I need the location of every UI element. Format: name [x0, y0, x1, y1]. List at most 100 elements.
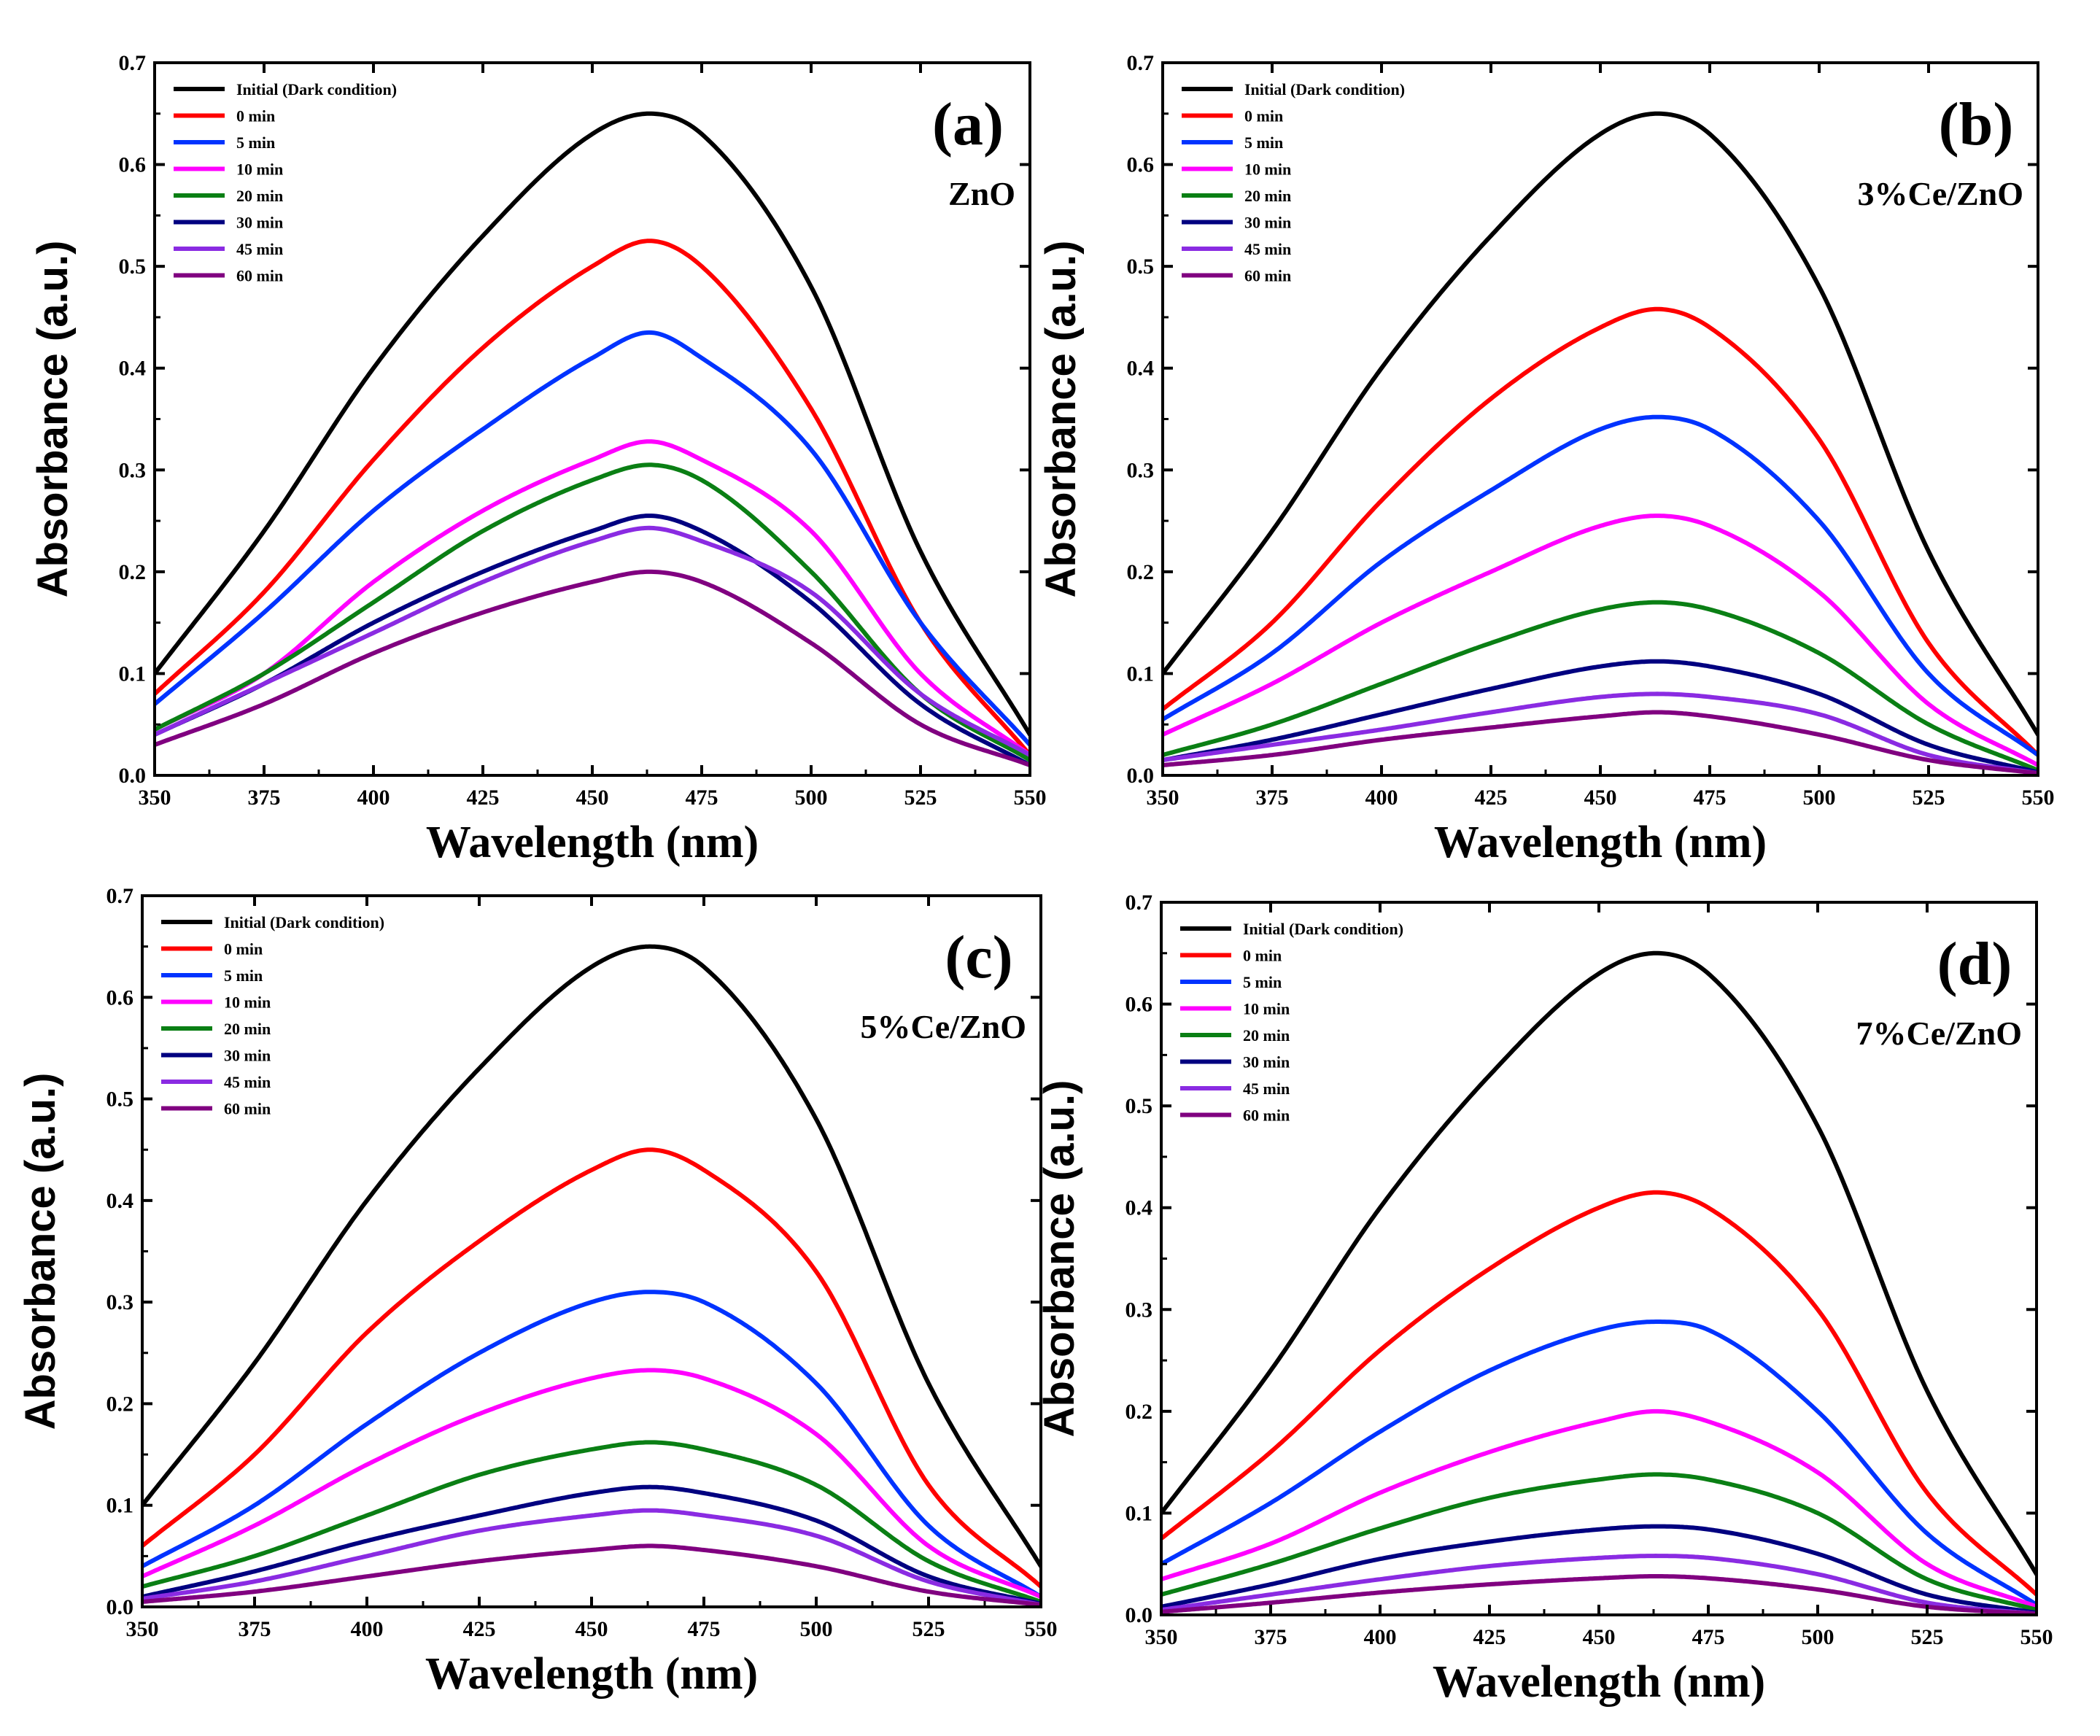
- x-tick-label: 500: [1803, 786, 1836, 810]
- x-tick-label: 450: [1583, 1625, 1616, 1649]
- legend-entry: 30 min: [236, 214, 283, 232]
- x-tick-label: 500: [800, 1617, 833, 1641]
- sample-label: 3%Ce/ZnO: [1858, 175, 2023, 212]
- series-line-0-min: [1161, 1190, 2037, 1597]
- series-line-30-min: [1161, 1524, 2037, 1615]
- x-tick-label: 375: [239, 1617, 271, 1641]
- series-line-20-min: [155, 462, 1030, 763]
- x-tick-label: 400: [351, 1617, 384, 1641]
- x-tick-label: 425: [463, 1617, 496, 1641]
- series-line-0-min: [142, 1147, 1041, 1589]
- y-tick-label: 0.6: [106, 985, 134, 1010]
- legend-entry: 0 min: [1243, 947, 1282, 965]
- legend-entry: 30 min: [1243, 1053, 1290, 1072]
- y-tick-label: 0.1: [106, 1494, 134, 1518]
- legend-entry: 60 min: [224, 1100, 271, 1118]
- y-tick-label: 0.7: [1127, 51, 1155, 75]
- series-line-30-min: [1163, 659, 2038, 775]
- x-tick-label: 475: [686, 786, 718, 810]
- series-line-60-min: [142, 1543, 1041, 1607]
- y-tick-label: 0.2: [106, 1392, 134, 1416]
- y-tick-label: 0.4: [119, 357, 147, 381]
- y-axis-title: Absorbance (a.u.): [1037, 241, 1085, 598]
- legend-entry: 10 min: [236, 160, 283, 179]
- y-tick-label: 0.7: [119, 51, 147, 75]
- legend-entry: 45 min: [1243, 1080, 1290, 1098]
- x-axis-title: Wavelength (nm): [1434, 818, 1767, 867]
- y-tick-label: 0.1: [119, 662, 147, 686]
- x-tick-label: 525: [913, 1617, 945, 1641]
- series-line-5-min: [1161, 1320, 2037, 1607]
- series-line-45-min: [142, 1508, 1041, 1607]
- y-axis-title: Absorbance (a.u.): [29, 241, 77, 598]
- x-tick-label: 525: [1911, 1625, 1944, 1649]
- y-axis-title: Absorbance (a.u.): [1036, 1080, 1083, 1438]
- sample-label: 5%Ce/ZnO: [861, 1008, 1026, 1045]
- series-line-5-min: [142, 1290, 1041, 1600]
- series-line-initial-dark-condition: [142, 944, 1041, 1569]
- x-tick-label: 525: [1913, 786, 1945, 810]
- x-tick-label: 525: [904, 786, 937, 810]
- x-tick-label: 350: [139, 786, 171, 810]
- panel-letter: (a): [932, 90, 1004, 158]
- x-tick-label: 450: [576, 1617, 608, 1641]
- x-axis-title: Wavelength (nm): [425, 1649, 758, 1699]
- series-line-initial-dark-condition: [1161, 950, 2037, 1577]
- x-tick-label: 475: [1694, 786, 1727, 810]
- x-tick-label: 400: [357, 786, 390, 810]
- x-tick-label: 550: [1014, 786, 1047, 810]
- y-tick-label: 0.6: [1127, 153, 1155, 177]
- x-tick-label: 375: [1255, 1625, 1287, 1649]
- series-line-45-min: [155, 525, 1030, 758]
- x-tick-label: 400: [1364, 1625, 1397, 1649]
- series-group: [142, 944, 1041, 1607]
- series-line-20-min: [142, 1440, 1041, 1604]
- series-line-30-min: [155, 514, 1030, 767]
- legend-entry: 45 min: [236, 240, 283, 258]
- legend-entry: 20 min: [1244, 187, 1291, 205]
- legend: Initial (Dark condition) 0 min 5 min 10 min…: [161, 913, 384, 1118]
- x-tick-label: 350: [1145, 1625, 1178, 1649]
- legend-entry: 5 min: [236, 133, 275, 152]
- panel-letter: (d): [1937, 930, 2012, 998]
- legend-entry: 60 min: [1244, 267, 1291, 285]
- legend-entry: Initial (Dark condition): [1244, 80, 1405, 98]
- plot-frame: [1160, 901, 2038, 1616]
- y-axis-title: Absorbance (a.u.): [17, 1073, 64, 1430]
- series-line-60-min: [1161, 1574, 2037, 1615]
- series-line-5-min: [155, 330, 1030, 748]
- sample-label: ZnO: [948, 175, 1015, 212]
- series-line-initial-dark-condition: [1163, 111, 2038, 737]
- legend-entry: 45 min: [1244, 240, 1291, 258]
- y-tick-label: 0.2: [1127, 560, 1155, 584]
- y-tick-label: 0.5: [106, 1088, 134, 1112]
- x-tick-label: 500: [1802, 1625, 1834, 1649]
- legend-entry: 20 min: [1243, 1026, 1290, 1045]
- legend: Initial (Dark condition) 0 min 5 min 10 min…: [174, 80, 397, 285]
- x-tick-label: 475: [1692, 1625, 1725, 1649]
- y-tick-label: 0.2: [1125, 1400, 1153, 1424]
- y-tick-label: 0.4: [106, 1189, 134, 1213]
- legend-entry: Initial (Dark condition): [1243, 920, 1403, 938]
- series-group: [1163, 111, 2038, 775]
- legend-entry: 30 min: [1244, 214, 1291, 232]
- legend-entry: Initial (Dark condition): [236, 80, 397, 98]
- plot-frame: [153, 61, 1031, 777]
- series-line-0-min: [1163, 306, 2038, 758]
- series-line-20-min: [1161, 1472, 2037, 1612]
- legend-entry: 30 min: [224, 1047, 271, 1065]
- y-tick-label: 0.1: [1127, 662, 1155, 686]
- panel-d: 350 375 400 425 450 475 500 525 550 0.0 0.1 0.2 0.3 0…: [1036, 891, 2053, 1707]
- series-line-0-min: [155, 239, 1030, 758]
- y-tick-label: 0.5: [1127, 255, 1155, 279]
- y-tick-label: 0.3: [1127, 458, 1155, 482]
- y-tick-label: 0.0: [1127, 764, 1155, 788]
- legend-entry: 0 min: [224, 940, 263, 958]
- series-group: [155, 111, 1030, 767]
- series-line-10-min: [155, 439, 1030, 758]
- y-tick-label: 0.4: [1125, 1196, 1153, 1220]
- legend: Initial (Dark condition) 0 min 5 min 10 min…: [1182, 80, 1405, 285]
- series-line-20-min: [1163, 600, 2038, 772]
- x-tick-label: 425: [1473, 1625, 1506, 1649]
- y-tick-label: 0.5: [1125, 1094, 1153, 1118]
